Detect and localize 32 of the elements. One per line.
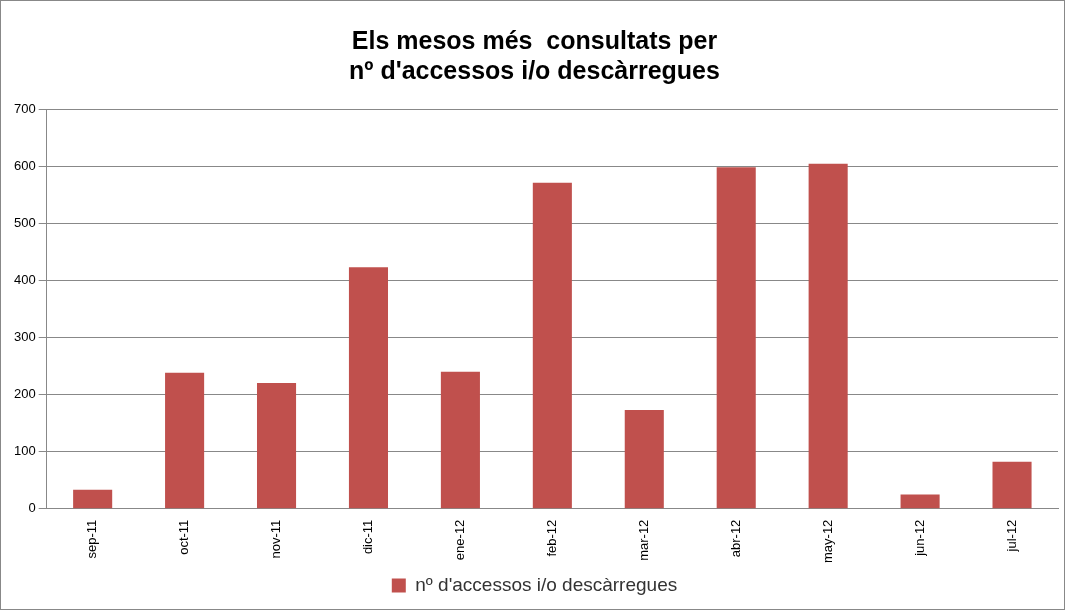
bar [716,167,756,509]
x-tick-label: jul-12 [1003,519,1019,553]
y-tick-label: 500 [13,214,36,230]
x-tick-label: sep-11 [84,519,100,559]
y-tick-label: 200 [13,386,36,402]
y-tick-label: 0 [28,500,36,516]
bar [900,494,940,509]
x-tick-label: nov-11 [268,519,284,559]
x-tick-label: dic-11 [360,519,376,555]
chart-title: Els mesos més consultats per nº d'accessos i/o descàrregues [349,25,720,84]
x-tick-label: ene-12 [451,519,467,561]
bar [257,383,297,509]
x-tick-label: oct-11 [176,519,192,555]
bar [992,461,1032,509]
x-tick-label: jun-12 [911,519,927,557]
bar [440,371,480,509]
y-tick-label: 100 [13,443,36,459]
y-tick-label: 700 [13,100,36,116]
bar [73,489,113,509]
bar [624,409,664,509]
x-tick-label: feb-12 [543,519,559,557]
bar [165,372,205,509]
bar [808,163,848,509]
y-tick-label: 400 [13,271,36,287]
y-tick-label: 600 [13,157,36,173]
legend-label: nº d'accessos i/o descàrregues [415,573,678,595]
bar [532,182,572,509]
x-tick-label: abr-12 [727,519,743,558]
y-tick-label: 300 [13,328,36,344]
x-tick-label: may-12 [819,519,835,564]
x-tick-label: mar-12 [635,519,651,561]
bar [348,267,389,509]
